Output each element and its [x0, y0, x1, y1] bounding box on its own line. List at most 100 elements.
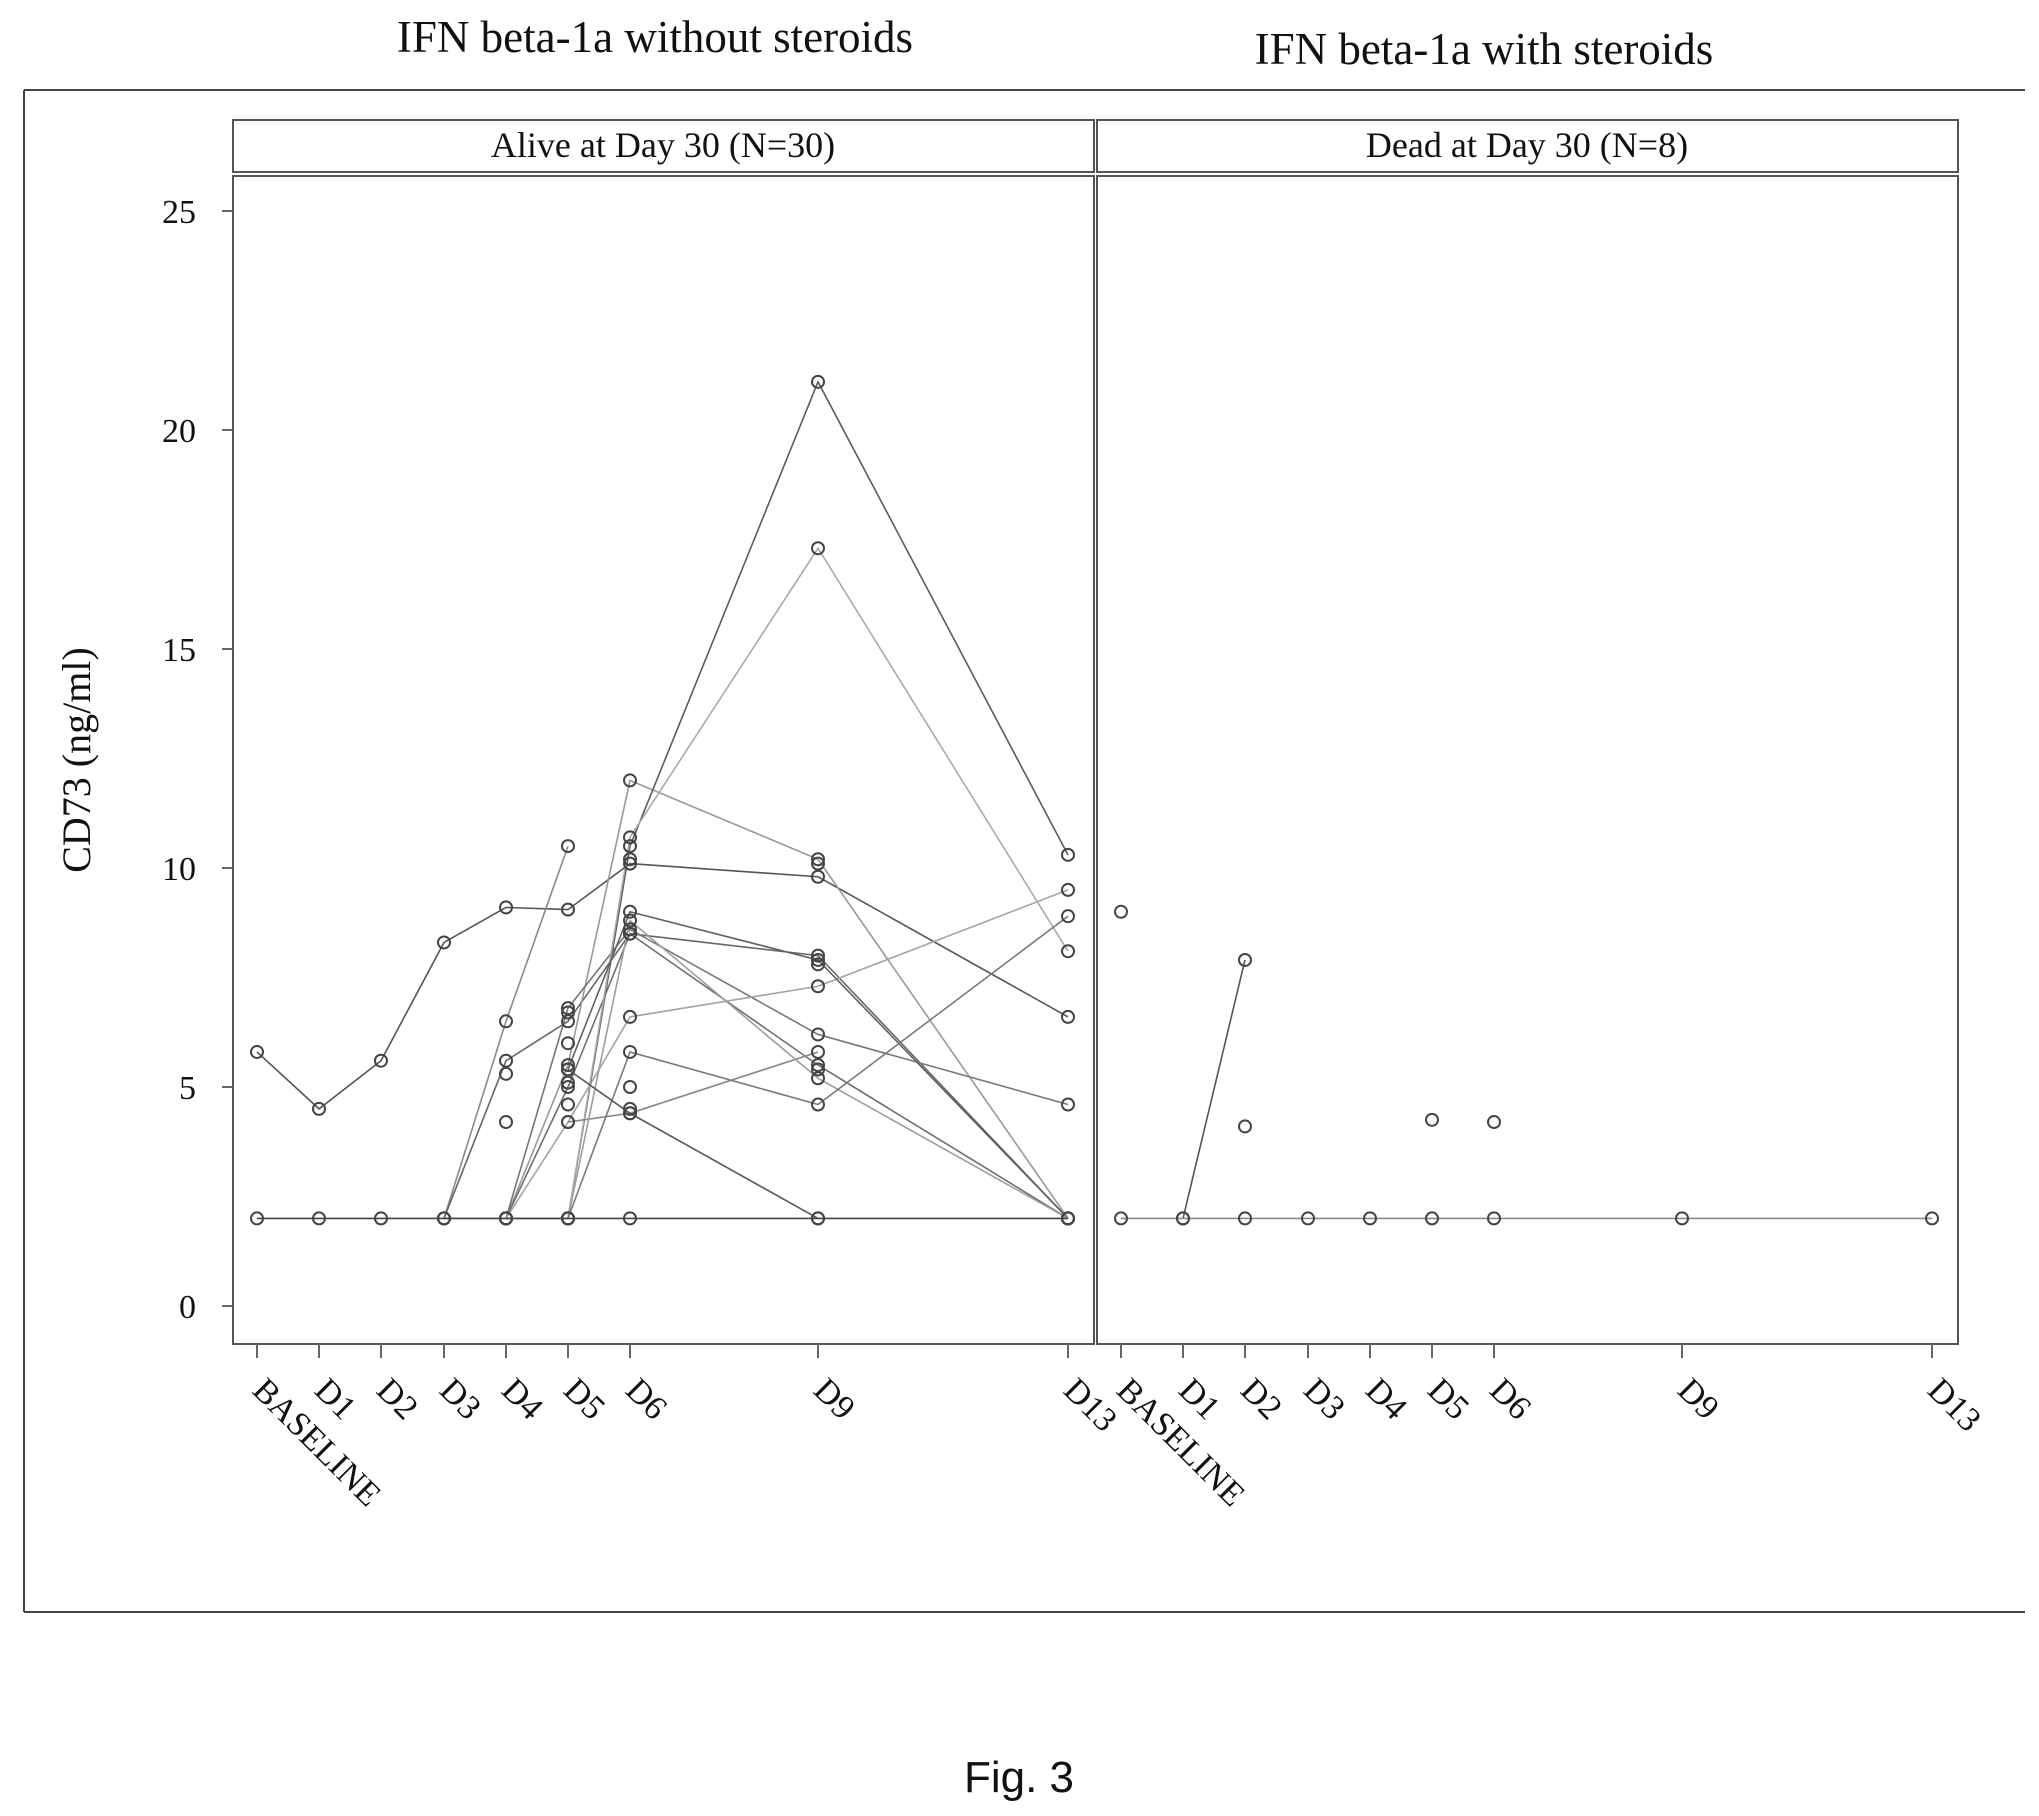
- data-point: [561, 1062, 575, 1077]
- data-point: [623, 1106, 637, 1121]
- data-point: [1487, 1211, 1501, 1226]
- data-point: [312, 1211, 326, 1226]
- data-point: [623, 1044, 637, 1059]
- series-line: [506, 546, 1069, 1220]
- data-point: [1925, 1211, 1939, 1226]
- data-point: [1238, 1119, 1252, 1134]
- series-line: [567, 1051, 819, 1123]
- x-tick-label: D3: [1296, 1371, 1352, 1427]
- panel-dead-title: Dead at Day 30 (N=8): [1366, 125, 1688, 165]
- data-point: [623, 1009, 637, 1024]
- figure-label: Fig. 3: [964, 1753, 1074, 1802]
- data-point: [1061, 1211, 1075, 1226]
- series-line: [567, 1068, 819, 1220]
- x-tick-label: D2: [1233, 1371, 1289, 1427]
- data-point: [623, 856, 637, 871]
- data-point: [499, 1115, 513, 1130]
- data-point: [250, 1211, 264, 1226]
- data-point: [1061, 944, 1075, 959]
- data-point: [811, 541, 825, 556]
- series-line: [256, 862, 1069, 1110]
- data-point: [499, 1066, 513, 1081]
- panel-dead-header: [1096, 119, 1959, 173]
- data-point: [374, 1053, 388, 1068]
- data-point: [811, 869, 825, 884]
- y-tick-label: 10: [162, 851, 196, 888]
- data-point: [561, 839, 575, 854]
- data-point: [623, 913, 637, 928]
- data-point: [811, 1062, 825, 1077]
- series-line: [506, 379, 1069, 1220]
- data-point: [561, 1001, 575, 1016]
- data-points-alive: [250, 374, 1075, 1226]
- data-point: [561, 1075, 575, 1090]
- data-point: [811, 856, 825, 871]
- data-point: [561, 1005, 575, 1020]
- data-point: [1487, 1115, 1501, 1130]
- series-line: [567, 919, 1069, 1220]
- y-tick-label: 5: [179, 1070, 196, 1107]
- x-tick-label: D5: [556, 1371, 612, 1427]
- group-title-without-steroids: IFN beta-1a without steroids: [397, 12, 913, 62]
- series-line: [505, 928, 1069, 1219]
- panel-dead-plot-area: [1096, 175, 1959, 1345]
- y-tick-label: 25: [162, 194, 196, 231]
- series-line: [443, 932, 1069, 1219]
- data-point: [1114, 904, 1128, 919]
- data-point: [811, 1044, 825, 1059]
- data-point: [374, 1211, 388, 1226]
- y-axis: 0 5 10 15 20 25: [162, 194, 233, 1326]
- data-point: [1061, 847, 1075, 862]
- data-point: [811, 1027, 825, 1042]
- series-lines-alive: [256, 379, 1069, 1220]
- data-point: [623, 830, 637, 845]
- data-point: [811, 979, 825, 994]
- y-tick-label: 0: [179, 1289, 196, 1326]
- data-point: [499, 1053, 513, 1068]
- x-tick-label: D13: [1920, 1371, 1988, 1439]
- data-point: [623, 1080, 637, 1094]
- x-tick-label: D5: [1420, 1371, 1476, 1427]
- data-point: [561, 902, 575, 917]
- data-point: [561, 1014, 575, 1029]
- series-line: [567, 910, 1069, 1219]
- data-point: [1061, 1097, 1075, 1112]
- group-title-with-steroids: IFN beta-1a with steroids: [1255, 24, 1714, 74]
- data-point: [1425, 1112, 1439, 1127]
- data-point: [623, 1211, 637, 1226]
- data-point: [623, 922, 637, 937]
- data-point: [623, 926, 637, 941]
- data-point: [811, 1211, 825, 1226]
- data-point: [561, 1036, 575, 1051]
- data-points-dead: [1114, 904, 1939, 1226]
- x-tick-label: D9: [1670, 1371, 1726, 1427]
- x-tick-label: D4: [1358, 1371, 1414, 1427]
- data-point: [1363, 1211, 1377, 1226]
- x-tick-label: D4: [494, 1371, 550, 1427]
- data-point: [1425, 1211, 1439, 1226]
- data-point: [1238, 952, 1252, 967]
- x-tick-label: D13: [1056, 1371, 1124, 1439]
- x-tick-label: D2: [369, 1371, 425, 1427]
- data-point: [623, 852, 637, 867]
- data-point: [811, 1058, 825, 1073]
- x-tick-label: D6: [1482, 1371, 1538, 1427]
- data-point: [623, 839, 637, 854]
- x-tick-label: D6: [618, 1371, 674, 1427]
- data-point: [312, 1101, 326, 1116]
- data-point: [437, 935, 451, 950]
- x-tick-label: D3: [432, 1371, 488, 1427]
- data-point: [1238, 1211, 1252, 1226]
- data-point: [1061, 1009, 1075, 1024]
- series-line: [567, 915, 1069, 1219]
- data-point: [811, 952, 825, 967]
- data-point: [1176, 1211, 1190, 1226]
- data-point: [499, 900, 513, 915]
- data-point: [811, 374, 825, 389]
- data-point: [1061, 882, 1075, 897]
- panel-alive-title: Alive at Day 30 (N=30): [491, 125, 835, 165]
- y-tick-label: 20: [162, 413, 196, 450]
- data-point: [623, 1101, 637, 1116]
